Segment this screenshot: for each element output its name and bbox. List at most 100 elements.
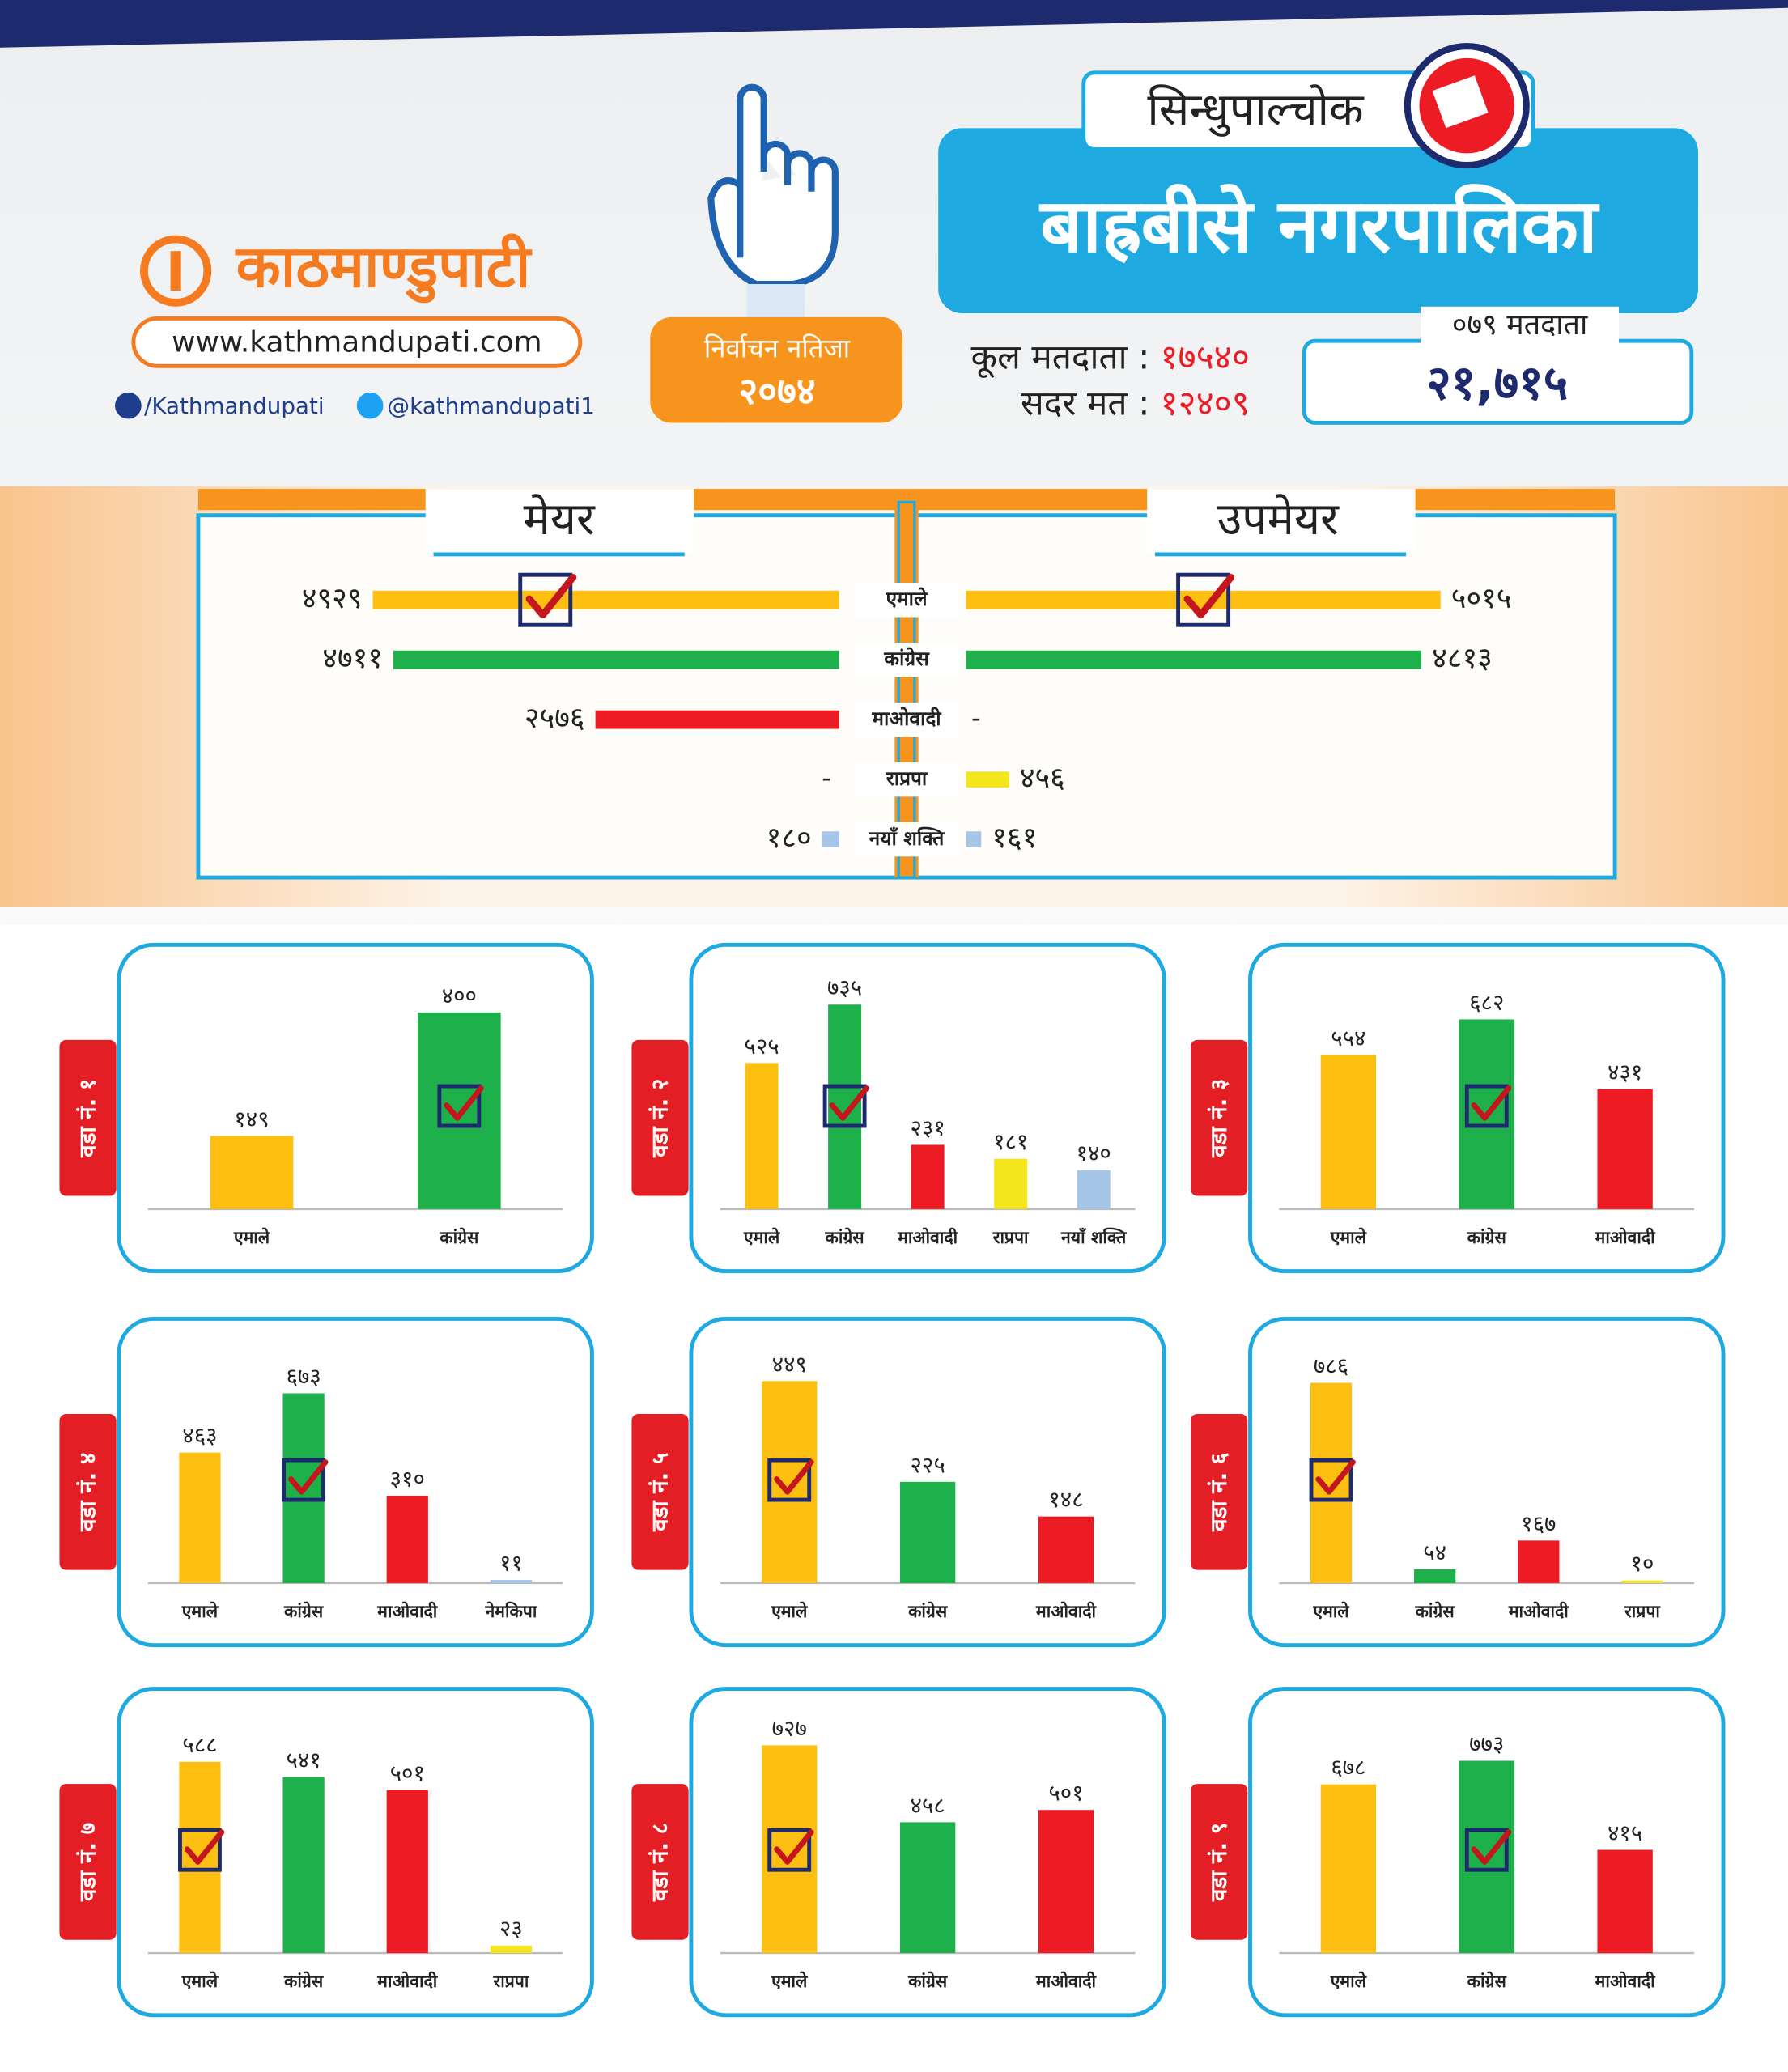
hand-icon bbox=[707, 83, 839, 288]
category-label: नयाँ शक्ति bbox=[869, 826, 945, 850]
bar bbox=[1320, 1055, 1377, 1209]
voters-079-label: ०७९ मतदाता bbox=[1452, 308, 1588, 342]
bar bbox=[490, 1580, 533, 1583]
winner-check-mark bbox=[829, 1085, 869, 1121]
category-label: कांग्रेस bbox=[283, 1601, 325, 1622]
winner-check-mark bbox=[184, 1829, 225, 1865]
category-label: एमाले bbox=[1312, 1601, 1350, 1622]
winner-check-box bbox=[1309, 1458, 1353, 1502]
ward-title: वडा नं. १ bbox=[74, 1079, 100, 1158]
value-label: ५४ bbox=[1423, 1539, 1446, 1565]
bar bbox=[386, 1790, 428, 1954]
twitter-icon bbox=[356, 392, 384, 419]
bar bbox=[1597, 1089, 1653, 1209]
bar bbox=[372, 590, 839, 609]
twitter-handle: @kathmandupati1 bbox=[387, 393, 594, 419]
winner-check-box bbox=[178, 1828, 222, 1872]
category-label: एमाले bbox=[743, 1227, 781, 1248]
category-label: एमाले bbox=[181, 1971, 219, 1992]
winner-check-mark bbox=[288, 1459, 329, 1495]
ward-tag bbox=[1191, 1784, 1248, 1940]
ward-tag bbox=[631, 1039, 689, 1196]
value-label: ७८६ bbox=[1314, 1352, 1348, 1379]
winner-check-mark bbox=[525, 573, 577, 619]
value-label: ४६३ bbox=[182, 1422, 217, 1449]
section-title: उपमेयर bbox=[1217, 493, 1340, 546]
district: सिन्धुपाल्चोक bbox=[1147, 83, 1365, 137]
bar bbox=[210, 1136, 294, 1209]
category-label: माओवादी bbox=[871, 707, 942, 730]
bar bbox=[1518, 1540, 1560, 1583]
ward-title: वडा नं. ५ bbox=[646, 1453, 673, 1532]
category-label: माओवादी bbox=[897, 1227, 958, 1248]
category-label: माओवादी bbox=[1595, 1971, 1656, 1992]
value-label: ५८८ bbox=[182, 1731, 217, 1758]
winner-check-box bbox=[518, 572, 573, 627]
bar bbox=[1038, 1810, 1094, 1954]
category-label: एमाले bbox=[233, 1227, 271, 1248]
category-label: माओवादी bbox=[1035, 1601, 1097, 1622]
ward-title: वडा नं. २ bbox=[646, 1079, 673, 1158]
bar bbox=[966, 650, 1422, 669]
value-label: १८० bbox=[767, 822, 812, 855]
valid-votes-label: सदर मत : bbox=[1021, 384, 1149, 424]
bar bbox=[1414, 1569, 1456, 1583]
value-label: ४३१ bbox=[1608, 1059, 1642, 1085]
title-box bbox=[938, 128, 1698, 313]
facebook-handle: /Kathmandupati bbox=[144, 393, 325, 419]
butterfly-chart: मेयर उपमेयर ४९२९ ५०१५ एमाले ४७११ ४८१३ कांग्रेस २… bbox=[302, 489, 1512, 857]
total-voters-label: कूल मतदाता : bbox=[970, 338, 1149, 379]
value-label: ४१५ bbox=[1608, 1819, 1642, 1846]
bar bbox=[490, 1945, 533, 1954]
category-label: एमाले bbox=[1330, 1971, 1368, 1992]
value-label: ६७३ bbox=[286, 1363, 321, 1390]
ward-tag bbox=[631, 1784, 689, 1940]
winner-check-box bbox=[1464, 1084, 1509, 1128]
top-strip bbox=[0, 0, 1788, 48]
category-label: नयाँ शक्ति bbox=[1060, 1227, 1127, 1248]
value-label: ११ bbox=[499, 1549, 523, 1576]
logo-icon bbox=[140, 235, 212, 307]
winner-check-box bbox=[1176, 572, 1231, 627]
bar bbox=[282, 1777, 325, 1954]
value-label: ५०१५ bbox=[1451, 582, 1512, 615]
badge bbox=[650, 316, 903, 423]
value-label: ४९२९ bbox=[302, 582, 363, 615]
category-label: राप्रपा bbox=[493, 1972, 530, 1992]
ward-tag bbox=[59, 1784, 117, 1940]
category-label: कांग्रेस bbox=[1467, 1971, 1508, 1992]
category-label: एमाले bbox=[181, 1601, 219, 1622]
ward-title: वडा नं. ६ bbox=[1205, 1453, 1232, 1532]
value-label: ४८१३ bbox=[1432, 642, 1493, 675]
category-label: राप्रपा bbox=[992, 1228, 1030, 1248]
category-label-bg bbox=[853, 642, 960, 677]
voters-079-label-bg bbox=[1421, 306, 1620, 346]
value-label: २२५ bbox=[910, 1451, 945, 1478]
value-label: ४४९ bbox=[772, 1351, 807, 1378]
badge-title: निर्वाचन नतिजा bbox=[704, 333, 851, 364]
bar bbox=[911, 1144, 945, 1209]
value-label: - bbox=[971, 703, 981, 733]
winner-check-mark bbox=[1315, 1459, 1356, 1495]
value-label: ६८२ bbox=[1469, 989, 1504, 1016]
value-label: १८१ bbox=[993, 1128, 1028, 1155]
category-label: एमाले bbox=[771, 1601, 809, 1622]
winner-check-mark bbox=[1471, 1829, 1512, 1865]
ward-title: वडा नं. ७ bbox=[74, 1823, 100, 1902]
ward-tag bbox=[59, 1413, 117, 1570]
ward-tag bbox=[1191, 1039, 1248, 1196]
winner-check-mark bbox=[444, 1085, 484, 1121]
value-label: १४९ bbox=[234, 1106, 269, 1132]
category-label: कांग्रेस bbox=[907, 1971, 949, 1992]
value-label: ४७११ bbox=[322, 642, 383, 675]
value-label: १४८ bbox=[1048, 1486, 1083, 1513]
category-label: कांग्रेस bbox=[907, 1601, 949, 1622]
bar bbox=[1310, 1382, 1353, 1583]
badge-year: २०७४ bbox=[738, 370, 815, 413]
ward-tag bbox=[1191, 1413, 1248, 1570]
winner-check-mark bbox=[1183, 573, 1235, 619]
value-label: १६७ bbox=[1521, 1510, 1556, 1537]
ward-panel bbox=[117, 1316, 594, 1648]
category-label: कांग्रेस bbox=[283, 1971, 325, 1992]
category-label: कांग्रेस bbox=[883, 647, 930, 670]
